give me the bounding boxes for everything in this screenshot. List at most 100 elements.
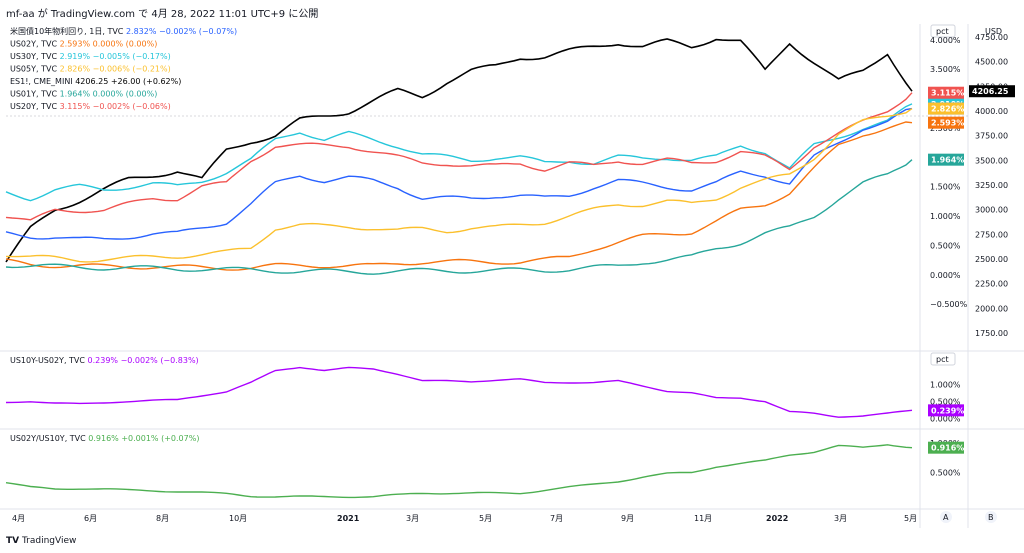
legend-values: 0.916% +0.001% (+0.07%): [88, 434, 199, 443]
legend-text-ratio: US02Y/US10Y, TVC 0.916% +0.001% (+0.07%): [10, 434, 199, 443]
pane-unit-badge: [930, 352, 956, 366]
x-tick-label: 8月: [156, 514, 169, 523]
legend-values: 2.826% −0.006% (−0.21%): [60, 65, 171, 74]
series-line-US10Y: [5, 107, 913, 240]
last-value-label-ES1: 4206.25: [972, 87, 1009, 96]
pct-unit-label: pct: [936, 27, 949, 36]
pct-tick-label: 0.500%: [930, 241, 961, 250]
last-value-label-US01Y: 1.964%: [931, 156, 964, 165]
legend-name: US10Y-US02Y, TVC: [10, 356, 88, 365]
legend-text-US02Y: US02Y, TVC 2.593% 0.000% (0.00%): [10, 40, 157, 49]
footer: TV TradingView: [0, 530, 1024, 553]
last-value-badge-US05Y: [928, 102, 964, 115]
last-value-badge-US01Y: [928, 153, 964, 166]
legend-values: 4206.25 +26.00 (+0.62%): [75, 77, 181, 86]
x-tick-label: 4月: [12, 514, 25, 523]
publish-info: mf-aa が TradingView.com で 4月 28, 2022 11…: [6, 9, 319, 20]
legend-text-ES1: ES1!, CME_MINI 4206.25 +26.00 (+0.62%): [10, 77, 181, 86]
x-tick-label: 2021: [337, 514, 360, 523]
legend-text-US05Y: US05Y, TVC 2.826% −0.006% (−0.21%): [10, 65, 171, 74]
usd-tick-label: 2750.00: [975, 230, 1008, 239]
usd-tick-label: 4500.00: [975, 58, 1008, 67]
series-line-US30Y: [5, 103, 913, 202]
last-value-label-ratio: 0.916%: [931, 444, 964, 453]
legend-text-US30Y: US30Y, TVC 2.919% −0.005% (−0.17%): [10, 52, 171, 61]
legend-name: US01Y, TVC: [10, 90, 60, 99]
log-scale-button: [985, 511, 997, 523]
legend-values: 2.919% −0.005% (−0.17%): [60, 52, 171, 61]
legend-name: US05Y, TVC: [10, 65, 60, 74]
pct-tick-label: 3.500%: [930, 65, 961, 74]
tradingview-brand: TradingView: [21, 536, 77, 546]
usd-tick-label: 3250.00: [975, 181, 1008, 190]
legend-text-US10Y: 米国債10年物利回り, 1日, TVC 2.832% −0.002% (−0.0…: [10, 26, 237, 36]
legend-name: US20Y, TVC: [10, 102, 60, 111]
last-value-label-spread: 0.239%: [931, 406, 964, 415]
usd-unit-label: USD: [985, 27, 1002, 36]
pane-tick-label: 1.000%: [930, 380, 961, 389]
series-line-US05Y: [5, 108, 913, 263]
x-tick-label: 7月: [550, 514, 563, 523]
x-tick-label: 3月: [406, 514, 419, 523]
legend-row-US05Y: US05Y, TVC 2.826% −0.006% (−0.21%): [10, 65, 171, 74]
legend-name: 米国債10年物利回り, 1日, TVC: [10, 26, 126, 36]
pane-unit-label: pct: [936, 355, 949, 364]
x-tick-label: 5月: [479, 514, 492, 523]
pct-tick-label: 0.000%: [930, 271, 961, 280]
pane-tick-label: 0.000%: [930, 415, 961, 424]
pct-tick-label: 1.000%: [930, 212, 961, 221]
log-scale-label: B: [988, 513, 994, 522]
last-value-badge-US20Y: [928, 86, 964, 99]
series-line-US20Y: [5, 92, 913, 221]
usd-tick-label: 2000.00: [975, 304, 1008, 313]
tradingview-logo[interactable]: TV TradingView: [6, 536, 76, 546]
x-tick-label: 6月: [84, 514, 97, 523]
x-tick-label: 10月: [229, 514, 247, 523]
last-value-badge-US02Y: [928, 116, 964, 129]
x-tick-label: 11月: [694, 514, 712, 523]
usd-tick-label: 3000.00: [975, 206, 1008, 215]
chart-header: mf-aa が TradingView.com で 4月 28, 2022 11…: [0, 0, 1024, 24]
x-tick-label: 3月: [834, 514, 847, 523]
usd-tick-label: 3500.00: [975, 156, 1008, 165]
usd-tick-label: 4000.00: [975, 107, 1008, 116]
series-line-US01Y: [5, 159, 913, 275]
usd-tick-label: 4750.00: [975, 33, 1008, 42]
last-value-badge-ratio: [928, 441, 964, 454]
x-tick-label: 2022: [766, 514, 788, 523]
legend-values: 2.593% 0.000% (0.00%): [60, 40, 158, 49]
legend-row-US01Y: US01Y, TVC 1.964% 0.000% (0.00%): [10, 90, 157, 99]
legend-text-US01Y: US01Y, TVC 1.964% 0.000% (0.00%): [10, 90, 157, 99]
last-value-label-US20Y: 3.115%: [931, 89, 964, 98]
auto-scale-label: A: [943, 513, 949, 522]
legend-row-US02Y: US02Y, TVC 2.593% 0.000% (0.00%): [10, 40, 157, 49]
legend-row-US30Y: US30Y, TVC 2.919% −0.005% (−0.17%): [10, 52, 171, 61]
legend-values: 0.239% −0.002% (−0.83%): [88, 356, 199, 365]
legend-text-US20Y: US20Y, TVC 3.115% −0.002% (−0.06%): [10, 102, 171, 111]
pane-tick-label: 0.500%: [930, 397, 961, 406]
pct-tick-label: 1.500%: [930, 183, 961, 192]
tradingview-logo-mark-icon: TV: [6, 536, 20, 546]
legend-name: US02Y/US10Y, TVC: [10, 434, 88, 443]
legend-name: US02Y, TVC: [10, 40, 60, 49]
series-line-US02Y: [5, 121, 913, 271]
legend-values: 2.832% −0.002% (−0.07%): [126, 27, 237, 36]
legend-row-ES1: ES1!, CME_MINI 4206.25 +26.00 (+0.62%): [10, 77, 181, 86]
legend-text-spread: US10Y-US02Y, TVC 0.239% −0.002% (−0.83%): [10, 356, 199, 365]
x-tick-label: 9月: [621, 514, 634, 523]
series-line-ES1: [5, 38, 913, 263]
x-tick-label: 5月: [904, 514, 917, 523]
legend-values: 3.115% −0.002% (−0.06%): [60, 102, 171, 111]
legend-name: ES1!, CME_MINI: [10, 77, 75, 86]
auto-scale-button: [940, 511, 952, 523]
series-line-ratio: [5, 444, 913, 499]
pct-tick-label: 4.000%: [930, 36, 961, 45]
last-value-badge-spread: [928, 404, 964, 417]
usd-tick-label: 3750.00: [975, 132, 1008, 141]
usd-tick-label: 2500.00: [975, 255, 1008, 264]
series-line-spread: [5, 366, 913, 418]
pct-unit-badge: [930, 24, 956, 38]
usd-tick-label: 1750.00: [975, 329, 1008, 338]
usd-tick-label: 2250.00: [975, 280, 1008, 289]
